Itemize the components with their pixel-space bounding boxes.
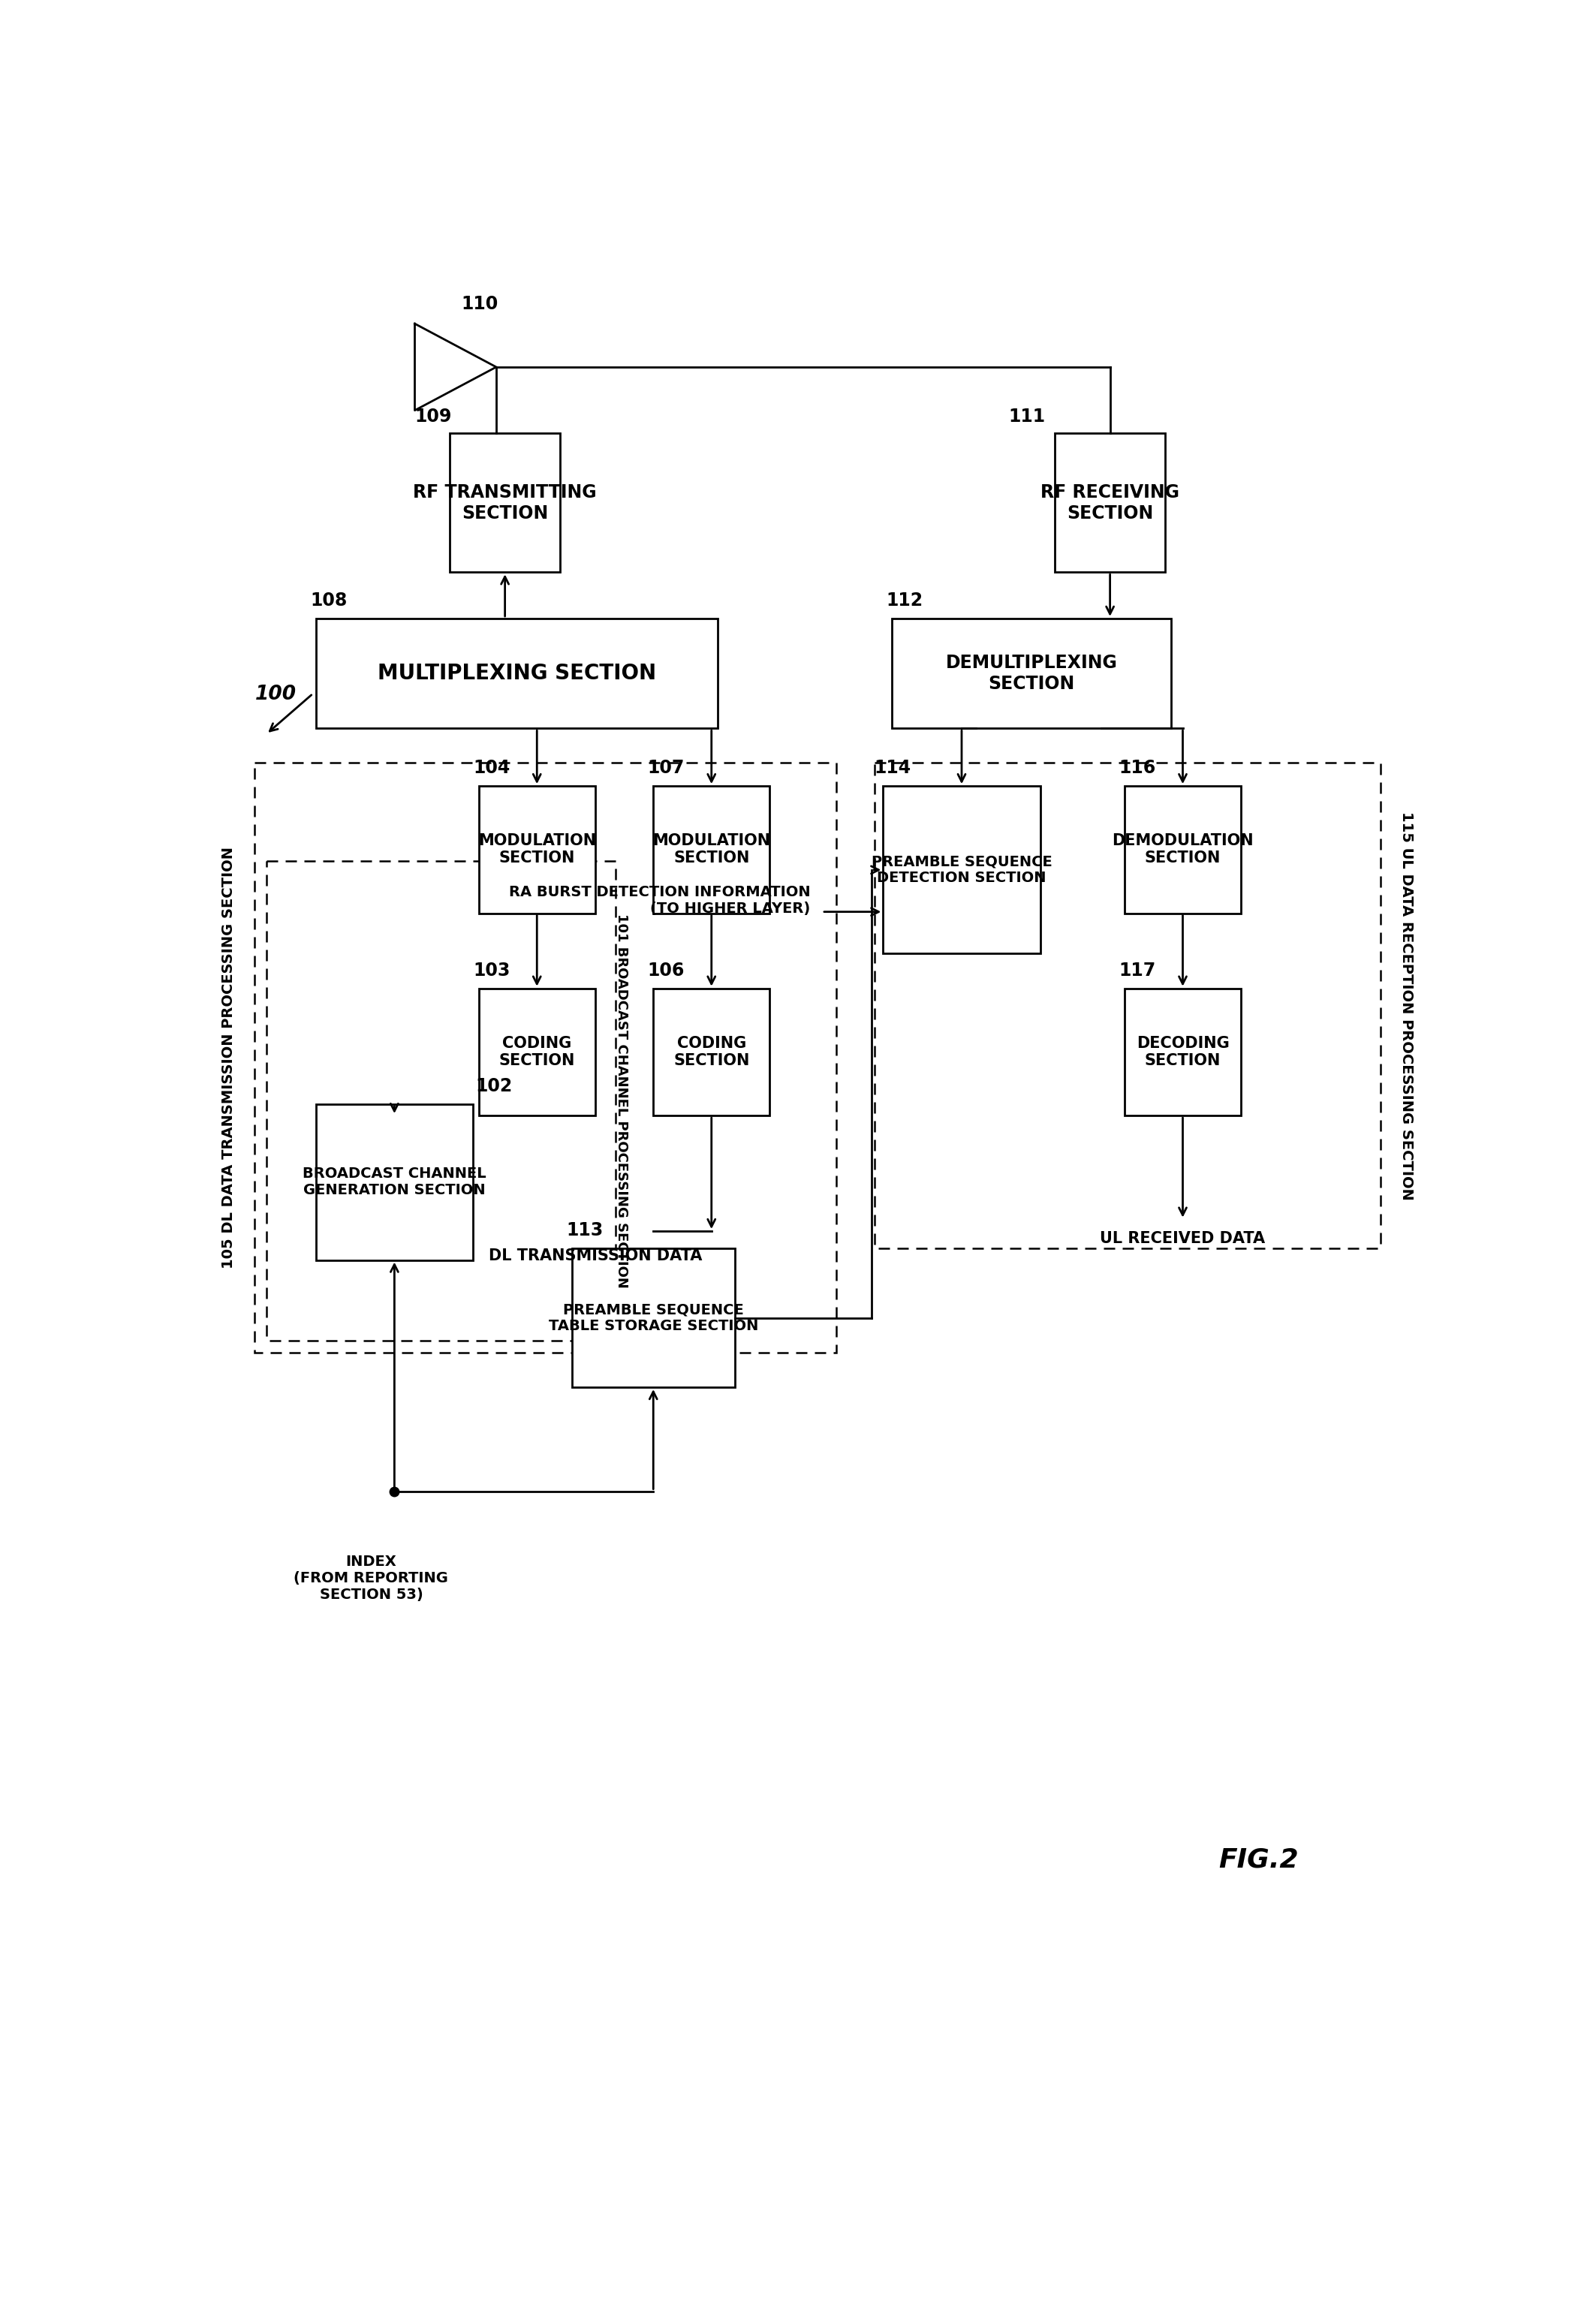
Text: MODULATION
SECTION: MODULATION SECTION bbox=[477, 832, 595, 867]
Text: 105 DL DATA TRANSMISSION PROCESSING SECTION: 105 DL DATA TRANSMISSION PROCESSING SECT… bbox=[222, 846, 236, 1269]
Text: 112: 112 bbox=[886, 592, 922, 610]
Text: FIG.2: FIG.2 bbox=[1218, 1847, 1299, 1873]
Text: 106: 106 bbox=[648, 962, 685, 980]
Text: 113: 113 bbox=[567, 1221, 603, 1239]
Text: MULTIPLEXING SECTION: MULTIPLEXING SECTION bbox=[377, 664, 656, 684]
Text: DECODING
SECTION: DECODING SECTION bbox=[1136, 1036, 1229, 1068]
Bar bbox=[883, 786, 1041, 953]
Text: 116: 116 bbox=[1119, 758, 1156, 777]
Bar bbox=[316, 1103, 472, 1260]
Text: 104: 104 bbox=[472, 758, 509, 777]
Bar bbox=[1125, 987, 1242, 1114]
Text: 114: 114 bbox=[875, 758, 911, 777]
Text: 101 BROADCAST CHANNEL PROCESSING SECTION: 101 BROADCAST CHANNEL PROCESSING SECTION bbox=[614, 913, 629, 1288]
Text: 108: 108 bbox=[310, 592, 346, 610]
Text: 117: 117 bbox=[1119, 962, 1156, 980]
Bar bbox=[450, 432, 560, 571]
Text: 103: 103 bbox=[472, 962, 511, 980]
Text: 109: 109 bbox=[415, 407, 452, 425]
Text: 102: 102 bbox=[476, 1077, 512, 1096]
Text: BROADCAST CHANNEL
GENERATION SECTION: BROADCAST CHANNEL GENERATION SECTION bbox=[303, 1168, 487, 1198]
Text: CODING
SECTION: CODING SECTION bbox=[674, 1036, 750, 1068]
Bar bbox=[875, 763, 1381, 1248]
Text: RF TRANSMITTING
SECTION: RF TRANSMITTING SECTION bbox=[413, 483, 597, 523]
Text: RF RECEIVING
SECTION: RF RECEIVING SECTION bbox=[1041, 483, 1179, 523]
Bar bbox=[479, 987, 595, 1114]
Text: DL TRANSMISSION DATA: DL TRANSMISSION DATA bbox=[488, 1248, 702, 1262]
Bar bbox=[571, 1248, 734, 1387]
Bar bbox=[1055, 432, 1165, 571]
Text: RA BURST DETECTION INFORMATION
(TO HIGHER LAYER): RA BURST DETECTION INFORMATION (TO HIGHE… bbox=[509, 885, 811, 916]
Bar bbox=[653, 987, 769, 1114]
Text: PREAMBLE SEQUENCE
DETECTION SECTION: PREAMBLE SEQUENCE DETECTION SECTION bbox=[871, 855, 1052, 885]
Bar bbox=[267, 860, 616, 1341]
Text: 111: 111 bbox=[1009, 407, 1045, 425]
Text: DEMULTIPLEXING
SECTION: DEMULTIPLEXING SECTION bbox=[945, 654, 1117, 694]
Text: MODULATION
SECTION: MODULATION SECTION bbox=[653, 832, 771, 867]
Bar bbox=[479, 786, 595, 913]
Text: 107: 107 bbox=[648, 758, 685, 777]
Bar bbox=[1125, 786, 1242, 913]
Text: 110: 110 bbox=[461, 296, 498, 312]
Bar bbox=[316, 617, 717, 728]
Text: 100: 100 bbox=[255, 684, 297, 703]
Text: PREAMBLE SEQUENCE
TABLE STORAGE SECTION: PREAMBLE SEQUENCE TABLE STORAGE SECTION bbox=[549, 1302, 758, 1334]
Bar bbox=[892, 617, 1171, 728]
Text: 115 UL DATA RECEPTION PROCESSING SECTION: 115 UL DATA RECEPTION PROCESSING SECTION bbox=[1400, 812, 1414, 1200]
Bar bbox=[255, 763, 836, 1353]
Text: DEMODULATION
SECTION: DEMODULATION SECTION bbox=[1112, 832, 1253, 867]
Bar bbox=[653, 786, 769, 913]
Text: UL RECEIVED DATA: UL RECEIVED DATA bbox=[1100, 1230, 1266, 1246]
Text: CODING
SECTION: CODING SECTION bbox=[500, 1036, 575, 1068]
Text: INDEX
(FROM REPORTING
SECTION 53): INDEX (FROM REPORTING SECTION 53) bbox=[294, 1554, 448, 1602]
